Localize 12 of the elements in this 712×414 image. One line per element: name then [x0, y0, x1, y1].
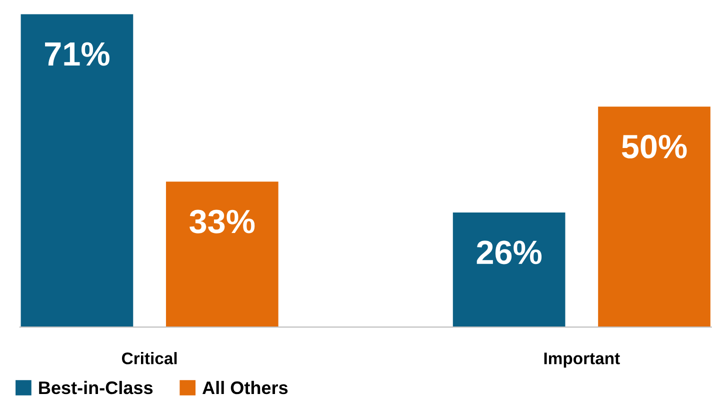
bar [452, 212, 566, 328]
data-label: 50% [622, 134, 687, 158]
legend-label: Best-in-Class [39, 380, 153, 394]
x-tick-label: Important [544, 352, 620, 368]
x-tick-label: Critical [122, 352, 177, 364]
bar [598, 106, 710, 328]
legend-label: All Others [202, 380, 288, 394]
bar [166, 182, 278, 328]
data-label: 26% [476, 240, 542, 264]
bar [20, 14, 134, 328]
data-label: 71% [45, 42, 110, 66]
data-label: 33% [190, 210, 255, 234]
